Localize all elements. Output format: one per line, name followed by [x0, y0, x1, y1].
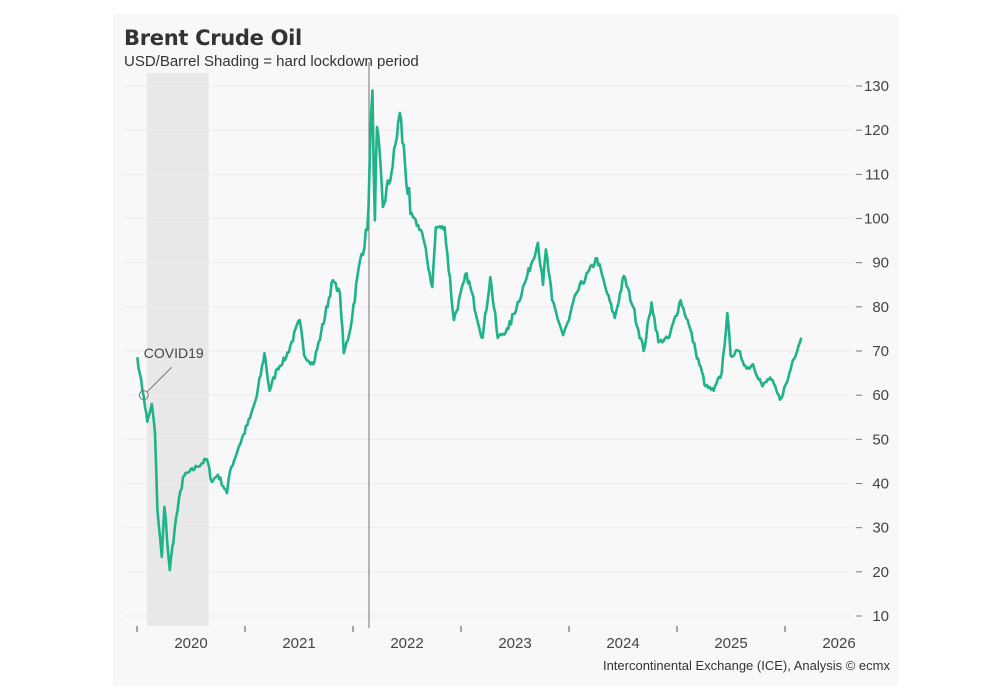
covid-leader-line	[146, 366, 173, 393]
x-tick-label: 2024	[606, 635, 639, 652]
y-tick-label: 40	[872, 476, 889, 493]
lockdown-shading	[147, 73, 209, 626]
y-tick-label: 50	[872, 431, 889, 448]
y-tick-label: 130	[864, 78, 889, 95]
price-line	[136, 89, 803, 572]
y-tick-label: 20	[872, 564, 889, 581]
y-tick-label: 110	[865, 166, 889, 183]
y-tick-label: 10	[872, 608, 889, 625]
y-tick-label: 120	[864, 122, 889, 139]
covid-marker-circle	[138, 390, 149, 401]
x-tick-label: 2020	[174, 635, 207, 652]
x-tick-label: 2023	[498, 635, 531, 652]
covid-annotation-label: COVID19	[144, 345, 204, 361]
chart-subtitle: USD/Barrel Shading = hard lockdown perio…	[124, 53, 419, 70]
chart-source: Intercontinental Exchange (ICE), Analysi…	[602, 658, 890, 673]
chart-panel	[113, 14, 898, 686]
y-tick-label: 70	[872, 343, 889, 360]
x-tick-label: 2022	[390, 635, 423, 652]
y-tick-label: 60	[872, 387, 889, 404]
y-tick-label: 30	[872, 520, 889, 537]
chart-title: Brent Crude Oil	[124, 26, 302, 50]
x-tick-label: 2021	[282, 635, 315, 652]
x-tick-label: 2026	[822, 635, 855, 652]
x-tick-label: 2025	[714, 635, 747, 652]
y-tick-label: 100	[864, 211, 889, 228]
y-tick-label: 80	[872, 299, 889, 316]
y-tick-label: 90	[872, 255, 889, 272]
